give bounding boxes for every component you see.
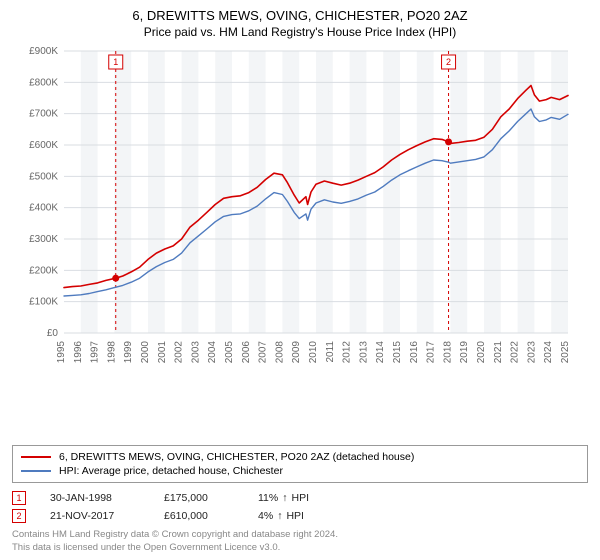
svg-text:2012: 2012: [342, 341, 353, 364]
arrow-up-icon: ↑: [282, 492, 287, 504]
svg-text:1999: 1999: [123, 341, 134, 364]
event-marker: 2: [12, 509, 26, 523]
footer-line-1: Contains HM Land Registry data © Crown c…: [12, 529, 588, 541]
svg-text:£400K: £400K: [29, 203, 58, 214]
svg-text:2009: 2009: [291, 341, 302, 364]
svg-text:2019: 2019: [459, 341, 470, 364]
svg-text:£100K: £100K: [29, 297, 58, 308]
svg-text:2011: 2011: [325, 341, 336, 363]
svg-text:2005: 2005: [224, 341, 235, 364]
svg-text:£500K: £500K: [29, 171, 58, 182]
svg-text:1998: 1998: [106, 341, 117, 364]
legend-swatch: [21, 470, 51, 472]
event-marker: 1: [12, 491, 26, 505]
title-block: 6, DREWITTS MEWS, OVING, CHICHESTER, PO2…: [12, 8, 588, 39]
event-price: £610,000: [164, 510, 234, 522]
chart-plot-area: £0 £100K £200K £300K £400K £500K £600K £700K £80…: [12, 45, 588, 441]
svg-text:£700K: £700K: [29, 109, 58, 120]
svg-text:1996: 1996: [73, 341, 84, 364]
svg-text:2023: 2023: [526, 341, 537, 364]
svg-text:£0: £0: [47, 328, 59, 339]
legend-label: 6, DREWITTS MEWS, OVING, CHICHESTER, PO2…: [59, 451, 414, 463]
svg-text:2010: 2010: [308, 341, 319, 364]
svg-text:2007: 2007: [258, 341, 269, 364]
event-delta: 4%↑HPI: [258, 510, 338, 522]
event-delta: 11%↑HPI: [258, 492, 338, 504]
event-list: 1 30-JAN-1998 £175,000 11%↑HPI 2 21-NOV-2017 £…: [12, 489, 588, 525]
svg-text:2021: 2021: [493, 341, 504, 364]
svg-text:2020: 2020: [476, 341, 487, 364]
event-date: 21-NOV-2017: [50, 510, 140, 522]
svg-text:2017: 2017: [426, 341, 437, 364]
svg-text:1: 1: [113, 57, 118, 67]
legend-item: 6, DREWITTS MEWS, OVING, CHICHESTER, PO2…: [21, 450, 579, 464]
svg-text:2008: 2008: [274, 341, 285, 364]
legend-label: HPI: Average price, detached house, Chic…: [59, 465, 283, 477]
svg-text:2003: 2003: [190, 341, 201, 364]
event-date: 30-JAN-1998: [50, 492, 140, 504]
legend: 6, DREWITTS MEWS, OVING, CHICHESTER, PO2…: [12, 445, 588, 483]
svg-text:2002: 2002: [174, 341, 185, 364]
footer-line-2: This data is licensed under the Open Gov…: [12, 542, 588, 554]
svg-text:£900K: £900K: [29, 46, 58, 57]
footer-attribution: Contains HM Land Registry data © Crown c…: [12, 529, 588, 554]
svg-text:£800K: £800K: [29, 77, 58, 88]
svg-text:2: 2: [446, 57, 451, 67]
svg-text:2001: 2001: [157, 341, 168, 364]
svg-text:2000: 2000: [140, 341, 151, 364]
svg-text:£200K: £200K: [29, 265, 58, 276]
svg-text:2004: 2004: [207, 341, 218, 364]
svg-text:2025: 2025: [560, 341, 571, 364]
chart-title: 6, DREWITTS MEWS, OVING, CHICHESTER, PO2…: [12, 8, 588, 23]
legend-item: HPI: Average price, detached house, Chic…: [21, 464, 579, 478]
event-row: 1 30-JAN-1998 £175,000 11%↑HPI: [12, 489, 588, 507]
chart-container: 6, DREWITTS MEWS, OVING, CHICHESTER, PO2…: [0, 0, 600, 560]
chart-svg: £0 £100K £200K £300K £400K £500K £600K £700K £80…: [12, 45, 588, 375]
event-price: £175,000: [164, 492, 234, 504]
svg-text:2016: 2016: [409, 341, 420, 364]
svg-text:2013: 2013: [358, 341, 369, 364]
svg-text:2014: 2014: [375, 341, 386, 364]
svg-text:1995: 1995: [56, 341, 67, 364]
svg-text:1997: 1997: [90, 341, 101, 364]
svg-text:2015: 2015: [392, 341, 403, 364]
svg-text:2024: 2024: [543, 341, 554, 364]
svg-text:£600K: £600K: [29, 140, 58, 151]
chart-subtitle: Price paid vs. HM Land Registry's House …: [12, 25, 588, 39]
svg-text:£300K: £300K: [29, 234, 58, 245]
svg-text:2018: 2018: [442, 341, 453, 364]
legend-swatch: [21, 456, 51, 458]
arrow-up-icon: ↑: [277, 510, 282, 522]
svg-text:2006: 2006: [241, 341, 252, 364]
svg-text:2022: 2022: [510, 341, 521, 364]
event-row: 2 21-NOV-2017 £610,000 4%↑HPI: [12, 507, 588, 525]
